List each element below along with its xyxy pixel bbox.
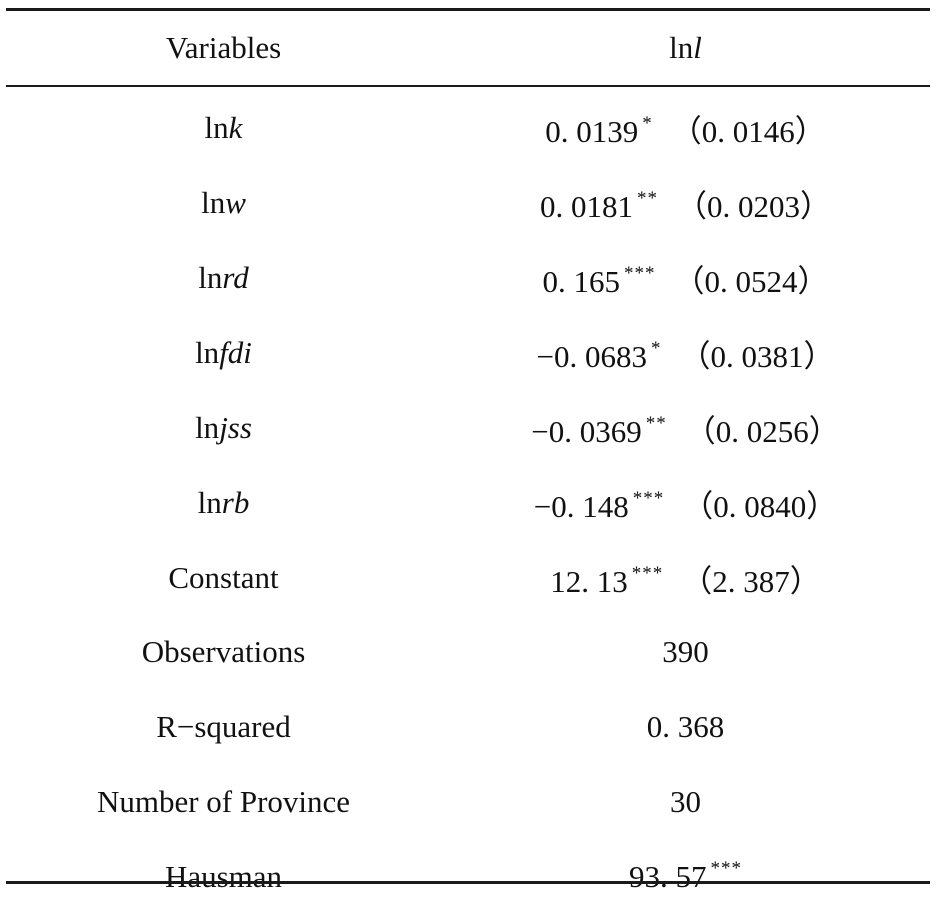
row-variable: lnw [6, 185, 441, 221]
table-row: Constant 12. 13 *** （2. 387） [6, 548, 930, 608]
coefficient: 0. 0181 [540, 188, 633, 224]
coefficient: −0. 0369 [531, 413, 642, 449]
row-variable-prefix: ln [204, 110, 229, 145]
stat-label: Observations [141, 634, 306, 669]
table-top-rule [6, 8, 930, 11]
standard-error: （0. 0256） [684, 413, 840, 449]
table-bottom-rule [6, 881, 930, 884]
row-variable-prefix: ln [198, 260, 223, 295]
row-variable-prefix: ln [195, 410, 220, 445]
table-row: lnk 0. 0139 * （0. 0146） [6, 98, 930, 158]
table-row: lnfdi −0. 0683 * （0. 0381） [6, 323, 930, 383]
stat-label: Hausman [164, 859, 283, 894]
row-variable: lnk [6, 110, 441, 146]
significance-stars: ** [645, 412, 667, 434]
significance-stars: *** [624, 262, 656, 284]
stat-value: 93. 57 [629, 859, 707, 894]
row-value: 0. 0181 ** （0. 0203） [441, 181, 930, 226]
stat-value: 0. 368 [646, 709, 725, 744]
significance-stars: ** [637, 187, 658, 209]
standard-error: （0. 0381） [679, 338, 835, 374]
table-row: Number of Province 30 [6, 772, 930, 832]
standard-error: （0. 0524） [673, 263, 829, 299]
row-variable-prefix: ln [195, 335, 220, 370]
table-row: lnrb −0. 148 *** （0. 0840） [6, 473, 930, 533]
header-dependent-prefix: ln [669, 30, 694, 65]
header-dependent-var: l [693, 30, 702, 65]
standard-error: （2. 387） [681, 563, 821, 599]
stat-label: R−squared [156, 709, 291, 744]
stat-value: 390 [662, 634, 709, 669]
row-variable: lnrd [6, 260, 441, 296]
significance-stars: *** [632, 487, 665, 509]
row-variable-name: fdi [219, 335, 252, 370]
stat-value: 30 [670, 784, 701, 819]
header-dependent-variable: lnl [441, 30, 930, 66]
table-row: Hausman 93. 57 *** [6, 847, 930, 907]
row-variable: lnrb [6, 485, 441, 521]
row-variable: lnfdi [6, 335, 441, 371]
significance-stars: *** [631, 562, 664, 584]
row-variable: lnjss [6, 410, 441, 446]
row-variable-name: rb [221, 485, 250, 520]
coefficient: −0. 148 [533, 488, 629, 524]
stat-label: Number of Province [96, 784, 351, 819]
stat-value-cell: 0. 368 [441, 709, 930, 745]
row-value: 0. 165 *** （0. 0524） [441, 256, 930, 301]
header-variables: Variables [165, 30, 282, 65]
row-value: −0. 0683 * （0. 0381） [441, 331, 930, 376]
table-row: Observations 390 [6, 622, 930, 682]
row-variable: Constant [168, 560, 279, 595]
row-variable-prefix: ln [201, 185, 226, 220]
table-row: lnw 0. 0181 ** （0. 0203） [6, 173, 930, 233]
row-value: 12. 13 *** （2. 387） [441, 556, 930, 601]
stat-value-cell: 30 [441, 784, 930, 820]
stat-value-cell: 390 [441, 634, 930, 670]
row-value: 0. 0139 * （0. 0146） [441, 106, 930, 151]
standard-error: （0. 0203） [676, 188, 831, 224]
significance-stars: * [650, 337, 662, 359]
coefficient: 0. 165 [542, 263, 621, 299]
coefficient: −0. 0683 [536, 338, 647, 374]
table-row: lnjss −0. 0369 ** （0. 0256） [6, 398, 930, 458]
table-row: lnrd 0. 165 *** （0. 0524） [6, 248, 930, 308]
stat-value-cell: 93. 57 *** [441, 858, 930, 895]
row-variable-name: jss [219, 410, 252, 445]
significance-stars: * [642, 112, 653, 134]
table-header-row: Variables lnl [6, 18, 930, 78]
row-variable-prefix: ln [197, 485, 222, 520]
standard-error: （0. 0146） [670, 113, 826, 149]
table-row: R−squared 0. 368 [6, 697, 930, 757]
row-variable-name: w [225, 185, 246, 220]
row-value: −0. 0369 ** （0. 0256） [441, 406, 930, 451]
significance-stars: *** [710, 858, 742, 879]
row-value: −0. 148 *** （0. 0840） [441, 481, 930, 526]
standard-error: （0. 0840） [682, 488, 838, 524]
row-variable-name: k [228, 110, 243, 145]
table-header-rule [6, 85, 930, 87]
row-variable-name: rd [222, 260, 249, 295]
coefficient: 12. 13 [550, 563, 628, 599]
coefficient: 0. 0139 [545, 113, 639, 149]
